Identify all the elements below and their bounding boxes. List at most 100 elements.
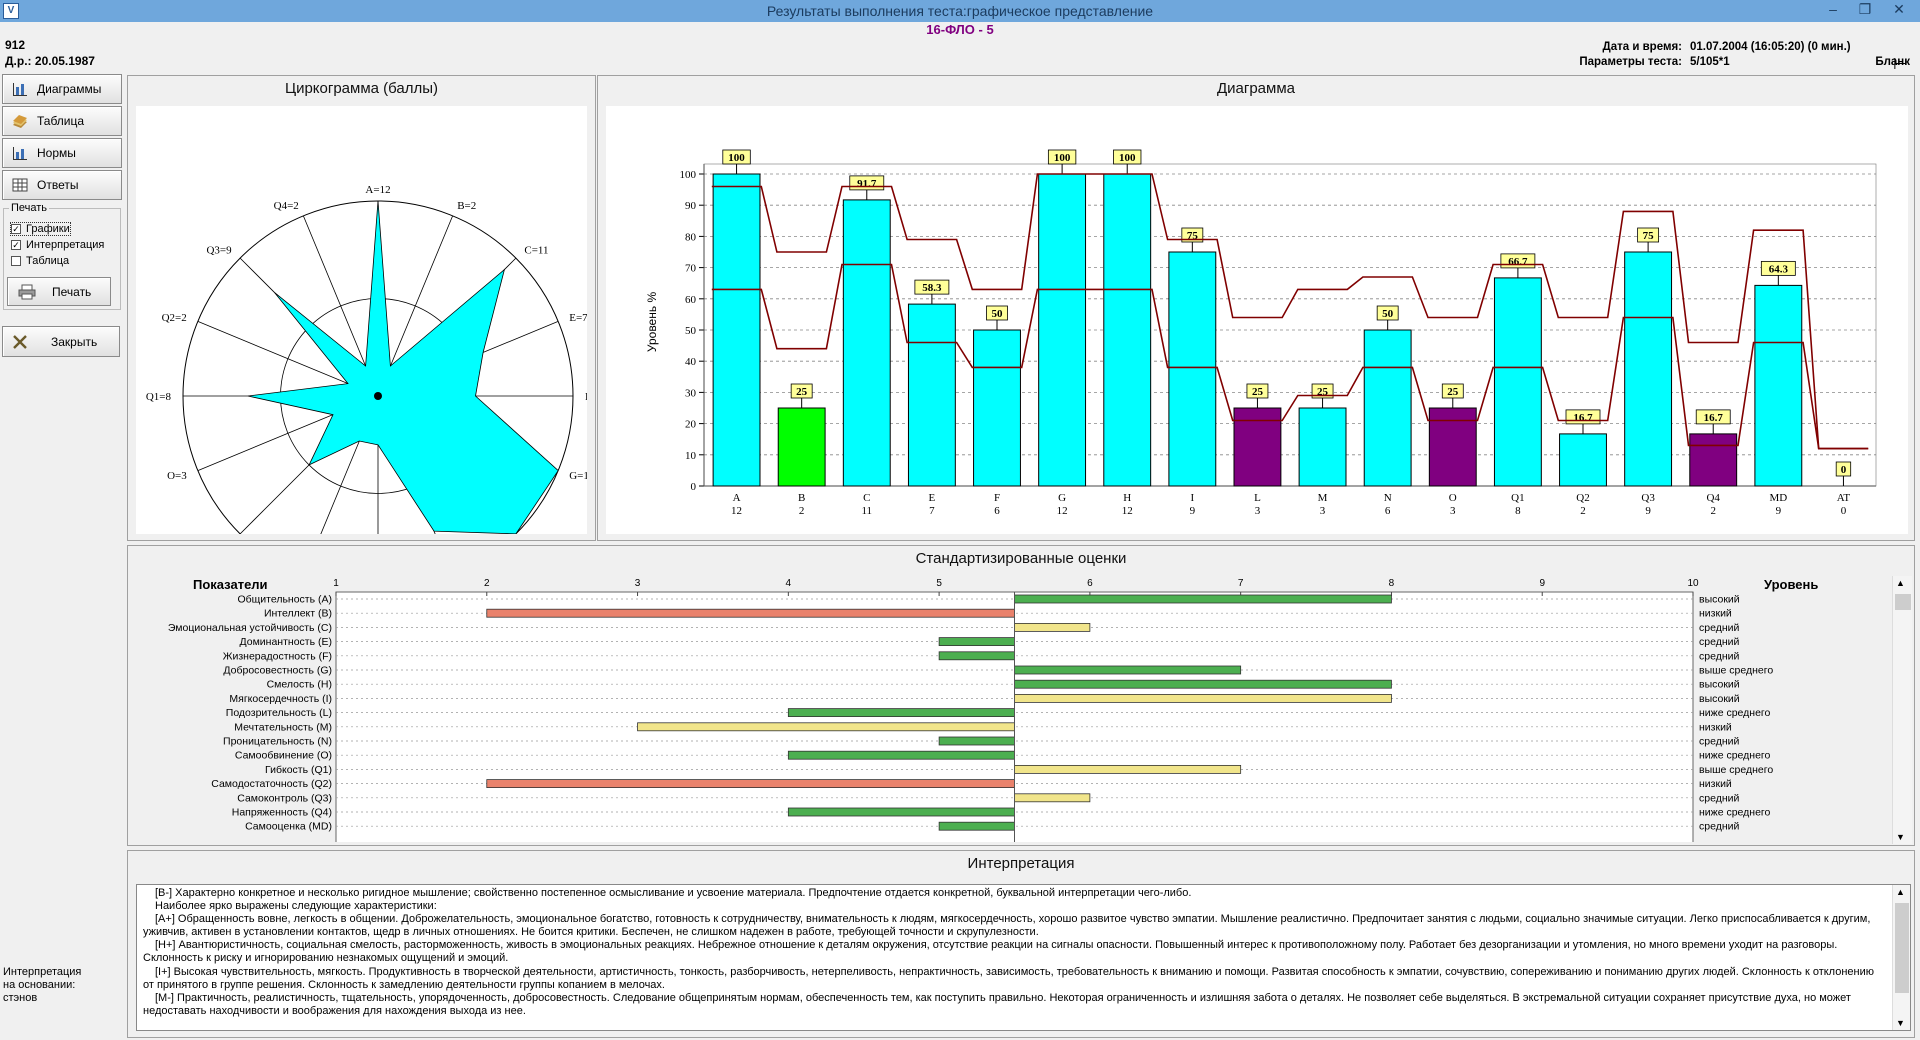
radar-axis-label: Q1=8 [146, 391, 172, 403]
x-raw-score-label: 8 [1515, 505, 1521, 517]
x-tick-label: MD [1769, 492, 1787, 504]
std-row-label: Гибкость (Q1) [265, 764, 332, 776]
scroll-down-icon[interactable]: ▼ [1896, 832, 1905, 842]
std-row-level: ниже среднего [1699, 707, 1771, 719]
print-interp-checkbox[interactable]: ✓ Интерпретация [11, 239, 104, 251]
date-value: 01.07.2004 (16:05:20) (0 мин.) [1690, 41, 1851, 53]
scroll-down-icon[interactable]: ▼ [1896, 1018, 1905, 1028]
value-label-box [790, 383, 813, 399]
print-interp-label: Интерпретация [26, 239, 105, 251]
app-icon[interactable]: V [3, 3, 19, 19]
interp-line: Наиболее ярко выражены следующие характе… [155, 900, 437, 913]
diagrams-label: Диаграммы [37, 82, 102, 96]
value-label: 100 [1054, 152, 1071, 164]
std-row-label: Эмоциональная устойчивость (C) [168, 622, 332, 634]
book-icon [13, 115, 27, 128]
radar-panel: Циркограмма (баллы) A=12 B=2 C=11 E=7 F=6 G=1… [127, 75, 603, 610]
bar-chart-icon [13, 147, 27, 160]
value-label-box [1113, 149, 1142, 165]
birth-date-row: Д.р.: 20.05.1987 [5, 53, 95, 69]
checkmark-icon: ✓ [11, 224, 21, 234]
value-label-box [986, 305, 1008, 321]
scroll-up-icon[interactable]: ▲ [1896, 578, 1905, 588]
standardized-title: Стандартизированные оценки [915, 550, 1127, 567]
interp-note-line: на основании: [3, 979, 76, 991]
std-bar [938, 736, 1015, 746]
print-graphs-checkbox[interactable]: ✓ Графики [10, 222, 71, 236]
std-row-level: выше среднего [1699, 665, 1773, 677]
bar [712, 173, 761, 487]
x-tick-label: AT [1837, 492, 1851, 504]
x-raw-score-label: 9 [1645, 505, 1651, 517]
y-tick-label: 40 [685, 356, 697, 368]
radar-axis-label: C=11 [524, 245, 548, 257]
print-table-checkbox[interactable]: Таблица [11, 255, 69, 267]
x-raw-score-label: 3 [1320, 505, 1326, 517]
std-x-tick-label: 9 [1539, 578, 1545, 589]
x-tick-label: B [798, 492, 805, 504]
norms-button[interactable]: Нормы [2, 138, 122, 168]
std-x-tick-label: 10 [1687, 578, 1699, 589]
date-label: Дата и время: [1602, 41, 1682, 53]
value-label-box [1695, 409, 1731, 425]
x-raw-score-label: 6 [1385, 505, 1391, 517]
radar-chart: A=12B=2C=11E=7F=6G=12H=12I=9L=3M=3N=6O=3… [146, 184, 603, 610]
diagrams-button[interactable]: Диаграммы [2, 74, 122, 104]
close-window-icon[interactable]: ✕ [1893, 1, 1905, 17]
std-bar [1014, 679, 1392, 689]
x-tick-label: F [994, 492, 1000, 504]
radar-value-polygon [247, 200, 559, 535]
value-label: 25 [1447, 386, 1459, 398]
std-row-level: высокий [1699, 679, 1740, 691]
std-x-tick-label: 1 [333, 578, 339, 589]
interp-line: Склонность к риску и игнорированию незна… [143, 952, 509, 965]
bar-chart-icon [13, 83, 27, 96]
std-row-label: Общительность (A) [237, 594, 332, 606]
scroll-thumb[interactable] [1895, 594, 1911, 610]
value-label-box [1760, 260, 1796, 276]
y-tick-label: 50 [685, 325, 697, 337]
x-tick-label: Q4 [1706, 492, 1720, 504]
interpretation-basis-note: Интерпретация на основании: стэнов [3, 966, 81, 1005]
scroll-up-icon[interactable]: ▲ [1896, 887, 1905, 897]
answers-button[interactable]: Ответы [2, 170, 122, 200]
bar-chart-panel: Диаграмма Уровень % 0 10 20 30 40 50 60 70 80 90 1… [597, 75, 1915, 541]
upper-norm-line [711, 173, 1869, 450]
restore-icon[interactable]: ❐ [1858, 1, 1872, 17]
radar-axis-label: F=6 [585, 391, 587, 403]
interpretation-scrollbar[interactable]: ▲ ▼ [1892, 885, 1910, 1030]
std-row-label: Напряженность (Q4) [232, 807, 332, 819]
x-tick-label: Q3 [1641, 492, 1655, 504]
x-tick-label: L [1254, 492, 1261, 504]
print-button[interactable]: Печать [7, 277, 111, 306]
close-button[interactable]: Закрыть [2, 326, 120, 357]
bar [1168, 251, 1217, 487]
x-raw-score-label: 3 [1255, 505, 1261, 517]
value-label: 16.7 [1704, 412, 1724, 424]
scroll-thumb[interactable] [1895, 903, 1909, 993]
std-scrollbar[interactable]: ▲ ▼ [1892, 576, 1912, 844]
std-bar [486, 608, 1015, 618]
close-label: Закрыть [51, 334, 98, 349]
std-row-level: средний [1699, 792, 1739, 804]
printer-icon [18, 284, 36, 299]
interp-line: [A+] Обращенность вовне, легкость в обще… [155, 913, 1871, 926]
std-bar [1014, 623, 1091, 632]
minimize-icon[interactable]: – [1829, 1, 1837, 17]
bar [1363, 329, 1412, 487]
std-row-label: Самооценка (MD) [245, 821, 332, 833]
resize-grip-icon[interactable]: ⊢ [1893, 56, 1907, 73]
std-row-label: Добросовестность (G) [223, 665, 332, 677]
table-icon [12, 178, 28, 192]
bar [777, 407, 826, 487]
subject-id: 912 [5, 38, 26, 52]
value-label: 25 [1252, 386, 1264, 398]
birth-label: Д.р.: [5, 54, 32, 68]
interp-line: уживчив, активен в установлении контакто… [143, 926, 1039, 939]
value-label-box [1181, 227, 1204, 243]
x-raw-score-label: 12 [1057, 505, 1068, 517]
std-bar [1014, 594, 1392, 604]
bar [842, 199, 891, 487]
table-button[interactable]: Таблица [2, 106, 122, 136]
value-label-box [1047, 149, 1077, 165]
